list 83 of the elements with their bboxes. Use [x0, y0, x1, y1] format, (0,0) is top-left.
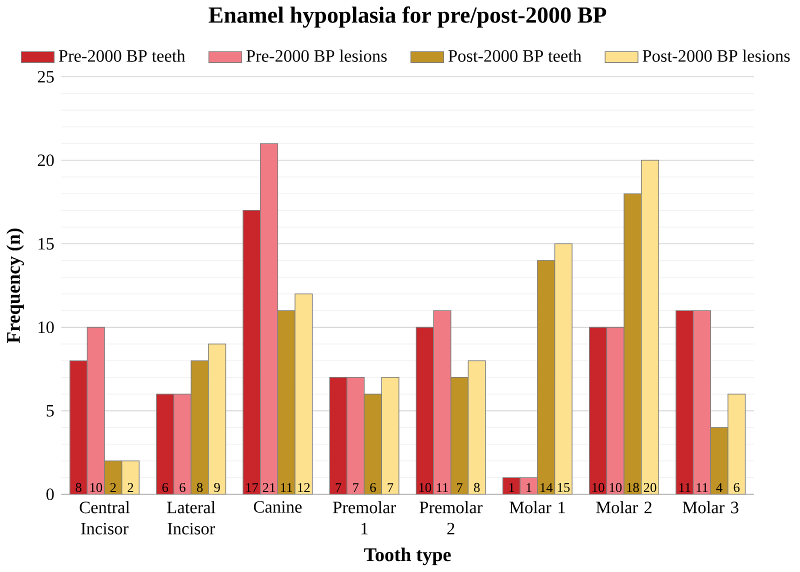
y-tick-label: 5: [46, 405, 54, 417]
bar: [554, 244, 572, 495]
x-tick-label: Canine: [254, 501, 302, 513]
data-label: 17: [246, 483, 258, 492]
bar: [329, 377, 348, 495]
bar: [86, 327, 105, 495]
bar: [277, 310, 296, 495]
bar: [346, 377, 365, 495]
y-tick-label: 0: [46, 488, 54, 500]
y-tick-label: 10: [38, 322, 54, 334]
legend-label: Pre-2000 BP teeth: [58, 50, 186, 62]
data-label: 7: [336, 483, 342, 492]
bar: [156, 394, 174, 495]
chart-title: Enamel hypoplasia for pre/post-2000 BP: [208, 6, 606, 28]
data-label: 10: [610, 483, 622, 492]
data-label: 11: [436, 483, 448, 492]
data-label: 12: [298, 483, 310, 492]
x-axis-title: Tooth type: [364, 548, 451, 566]
data-label: 7: [457, 483, 463, 492]
bar: [624, 194, 642, 495]
bar: [190, 360, 209, 495]
bar: [260, 143, 278, 495]
data-label: 1: [509, 483, 514, 492]
data-label: 10: [419, 483, 432, 492]
bar: [676, 310, 694, 495]
bar: [589, 327, 608, 495]
x-tick-label: Molar 1: [510, 501, 565, 514]
data-label: 7: [353, 483, 359, 492]
data-label: 6: [162, 483, 168, 492]
data-label: 8: [76, 483, 82, 492]
x-tick-label: Lateral Incisor: [167, 501, 216, 535]
y-tick-label: 20: [38, 154, 54, 166]
data-label: 11: [696, 483, 708, 492]
bar: [381, 377, 400, 495]
x-tick-label: Molar 3: [682, 501, 738, 514]
legend-label: Post-2000 BP teeth: [448, 50, 582, 62]
data-label: 11: [679, 483, 690, 492]
legend-label: Post-2000 BP lesions: [642, 50, 790, 62]
bar: [468, 360, 486, 495]
data-label: 4: [716, 483, 722, 492]
data-label: 2: [128, 483, 134, 492]
data-label: 11: [281, 483, 292, 492]
data-label: 7: [388, 483, 394, 492]
y-tick-label: 15: [38, 238, 54, 250]
data-label: 1: [526, 483, 532, 492]
bar: [640, 160, 660, 495]
bar: [537, 260, 556, 495]
x-tick-label: Premolar 1: [333, 501, 396, 534]
data-label: 21: [262, 483, 275, 492]
bar: [450, 377, 469, 495]
data-label: 2: [110, 483, 116, 492]
bar: [433, 310, 452, 495]
data-label: 10: [90, 483, 102, 492]
bar: [710, 427, 728, 495]
legend-label: Pre-2000 BP lesions: [246, 50, 387, 62]
data-label: 20: [644, 483, 656, 492]
bar: [364, 394, 382, 495]
data-label: 14: [540, 483, 553, 492]
y-axis-title: Frequency (n): [6, 228, 24, 344]
data-label: 9: [214, 483, 220, 492]
data-label: 15: [558, 483, 570, 492]
x-tick-label: Premolar 2: [420, 501, 482, 534]
data-label: 6: [180, 483, 186, 492]
data-label: 8: [196, 483, 203, 492]
y-tick-label: 25: [38, 71, 54, 83]
data-label: 18: [627, 483, 639, 492]
data-label: 6: [734, 483, 740, 492]
data-label: 8: [474, 483, 480, 492]
bar: [242, 210, 261, 495]
data-label: 6: [370, 483, 376, 492]
bar: [294, 294, 313, 495]
bar: [121, 460, 140, 495]
x-tick-label: Central Incisor: [80, 501, 130, 535]
bar: [692, 310, 712, 495]
x-tick-label: Molar 2: [596, 501, 652, 514]
bar: [416, 327, 434, 495]
bar: [104, 460, 122, 495]
bar: [173, 394, 192, 495]
bar: [728, 394, 746, 495]
bar: [606, 327, 624, 495]
data-label: 10: [592, 483, 604, 492]
bar: [70, 360, 88, 495]
bar: [208, 344, 226, 495]
